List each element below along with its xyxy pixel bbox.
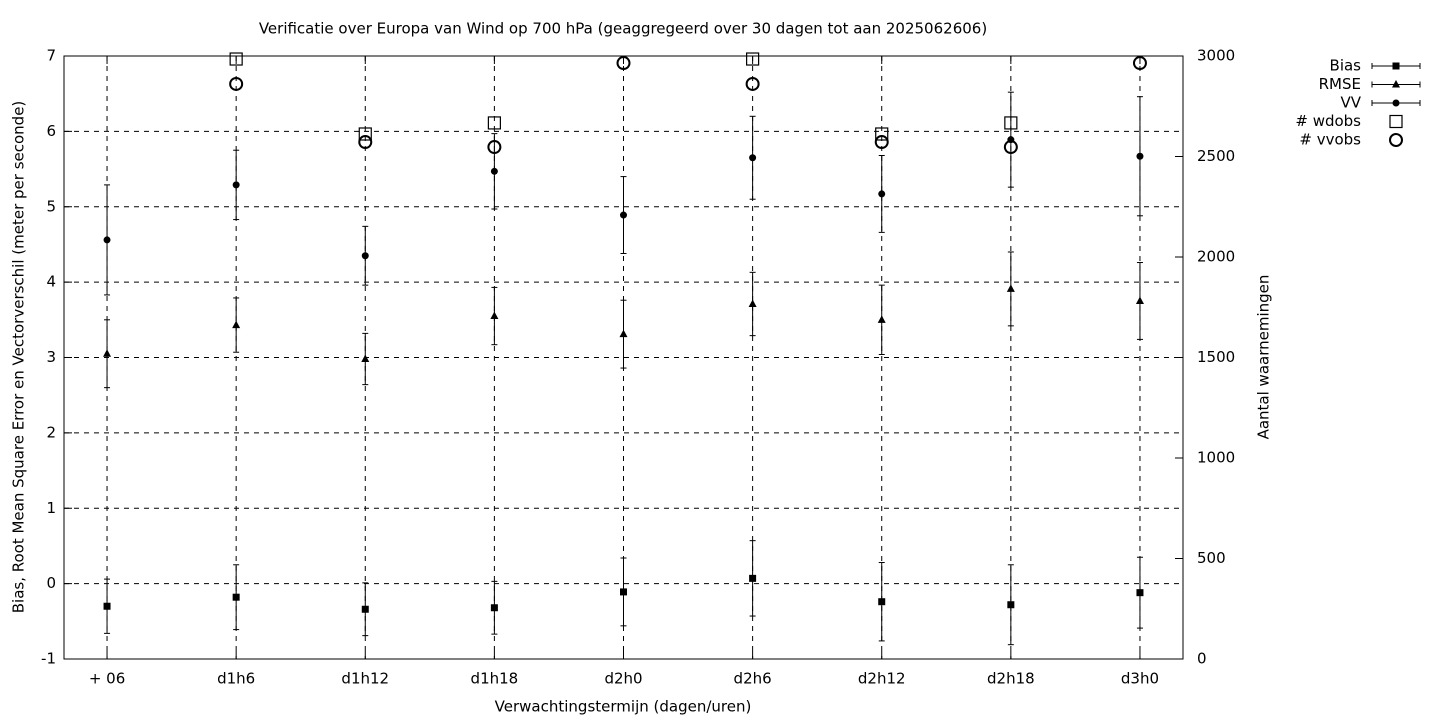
marker	[1007, 601, 1015, 609]
marker	[1135, 296, 1144, 304]
y-tick-label: 2	[46, 423, 56, 441]
marker	[1136, 589, 1144, 597]
marker	[878, 598, 886, 606]
marker	[490, 604, 498, 612]
y-tick-label: -1	[41, 650, 56, 668]
y2-axis-label: Aantal waarnemingen	[1255, 275, 1273, 440]
marker	[1132, 56, 1147, 71]
x-tick-label: d2h6	[734, 670, 772, 688]
marker	[1004, 116, 1018, 130]
marker	[490, 167, 498, 175]
y-tick-label: 3	[46, 348, 56, 366]
chart-title: Verificatie over Europa van Wind op 700 …	[259, 20, 987, 38]
marker	[746, 52, 760, 66]
marker	[1392, 99, 1400, 107]
x-axis-label: Verwachtingstermijn (dagen/uren)	[495, 698, 752, 716]
plot-frame	[63, 55, 1184, 660]
legend-label: # vvobs	[1299, 131, 1361, 149]
marker	[361, 354, 370, 363]
x-tick-label: d3h0	[1121, 670, 1159, 688]
marker	[1389, 133, 1403, 147]
y2-tick-label: 1500	[1197, 348, 1235, 366]
marker	[749, 574, 757, 582]
marker	[358, 135, 373, 150]
x-tick-label: d1h6	[217, 670, 255, 688]
marker	[749, 154, 757, 162]
x-tick-label: d2h12	[858, 670, 906, 688]
marker	[358, 127, 372, 141]
marker	[619, 329, 628, 338]
x-tick-label: d2h0	[604, 670, 642, 688]
marker	[1136, 152, 1144, 160]
y2-tick-label: 2500	[1197, 147, 1235, 165]
y-axis-label: Bias, Root Mean Square Error en Vectorve…	[10, 101, 28, 614]
y-tick-label: 6	[46, 122, 56, 140]
x-tick-label: d2h18	[987, 670, 1035, 688]
y-tick-label: 0	[46, 574, 56, 592]
y-tick-label: 7	[46, 47, 56, 65]
marker	[1392, 80, 1400, 88]
marker	[229, 76, 244, 91]
y2-tick-label: 0	[1197, 650, 1207, 668]
marker	[487, 116, 501, 130]
marker	[877, 315, 886, 323]
legend-label: RMSE	[1319, 75, 1361, 93]
marker	[232, 593, 240, 601]
marker	[620, 588, 627, 596]
x-tick-label: + 06	[89, 670, 125, 688]
marker	[1392, 62, 1400, 70]
marker	[620, 211, 627, 219]
marker	[490, 311, 499, 320]
marker	[874, 135, 889, 150]
marker	[1006, 284, 1015, 292]
marker	[748, 299, 757, 307]
marker	[361, 605, 369, 613]
marker	[745, 76, 760, 91]
y2-tick-label: 500	[1197, 549, 1226, 567]
marker	[1003, 140, 1018, 155]
marker	[103, 349, 112, 357]
marker	[229, 52, 243, 66]
marker	[232, 320, 241, 329]
x-tick-label: d1h12	[341, 670, 389, 688]
legend-label: # wdobs	[1295, 112, 1361, 130]
y2-tick-label: 2000	[1197, 248, 1235, 266]
y-tick-label: 5	[46, 197, 56, 215]
marker	[103, 602, 111, 610]
legend-label: Bias	[1330, 57, 1362, 75]
marker	[103, 236, 111, 244]
marker	[875, 127, 889, 141]
y-tick-label: 4	[46, 273, 56, 291]
y2-tick-label: 1000	[1197, 449, 1235, 467]
y-tick-label: 1	[46, 499, 56, 517]
y2-tick-label: 3000	[1197, 47, 1235, 65]
legend-label: VV	[1340, 94, 1361, 112]
marker	[616, 56, 631, 71]
marker	[878, 190, 886, 198]
marker	[361, 252, 369, 260]
x-tick-label: d1h18	[471, 670, 519, 688]
marker	[487, 140, 502, 155]
marker	[1389, 114, 1403, 129]
marker	[232, 181, 240, 189]
